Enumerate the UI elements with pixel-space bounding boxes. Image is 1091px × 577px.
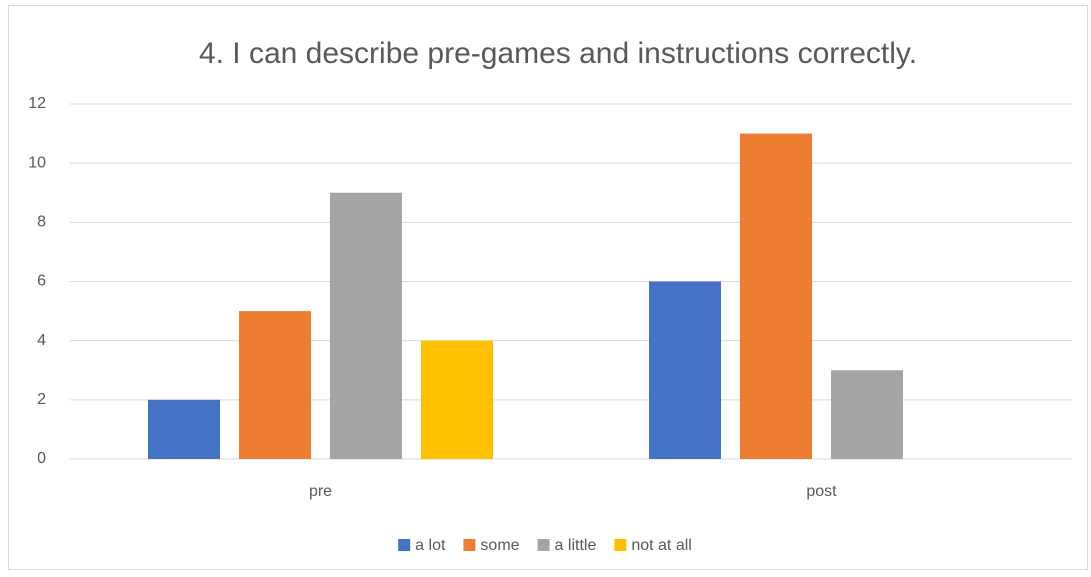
y-tick-label: 4	[37, 332, 46, 349]
y-tick-label: 2	[37, 391, 46, 408]
y-tick-label: 0	[37, 450, 46, 467]
legend-label: some	[480, 537, 519, 554]
chart-border	[8, 5, 1088, 570]
bar	[421, 340, 493, 459]
x-tick-label: post	[806, 483, 837, 500]
bar	[740, 133, 812, 460]
legend-swatch	[463, 539, 476, 551]
legend-swatch	[537, 539, 550, 551]
y-tick-label: 6	[37, 273, 46, 290]
bar	[330, 192, 402, 459]
y-tick-label: 8	[37, 214, 46, 231]
legend-swatch	[398, 539, 411, 551]
legend-swatch	[614, 539, 627, 551]
legend-label: a lot	[415, 537, 446, 554]
bar	[239, 311, 311, 459]
y-tick-label: 12	[28, 95, 46, 112]
legend-label: a little	[555, 537, 597, 554]
bar	[148, 399, 220, 459]
bar	[831, 370, 903, 459]
x-tick-label: pre	[309, 483, 332, 500]
y-tick-label: 10	[28, 154, 46, 171]
legend-label: not at all	[631, 537, 691, 554]
bar	[649, 281, 721, 459]
chart-title: 4. I can describe pre-games and instruct…	[199, 37, 917, 70]
